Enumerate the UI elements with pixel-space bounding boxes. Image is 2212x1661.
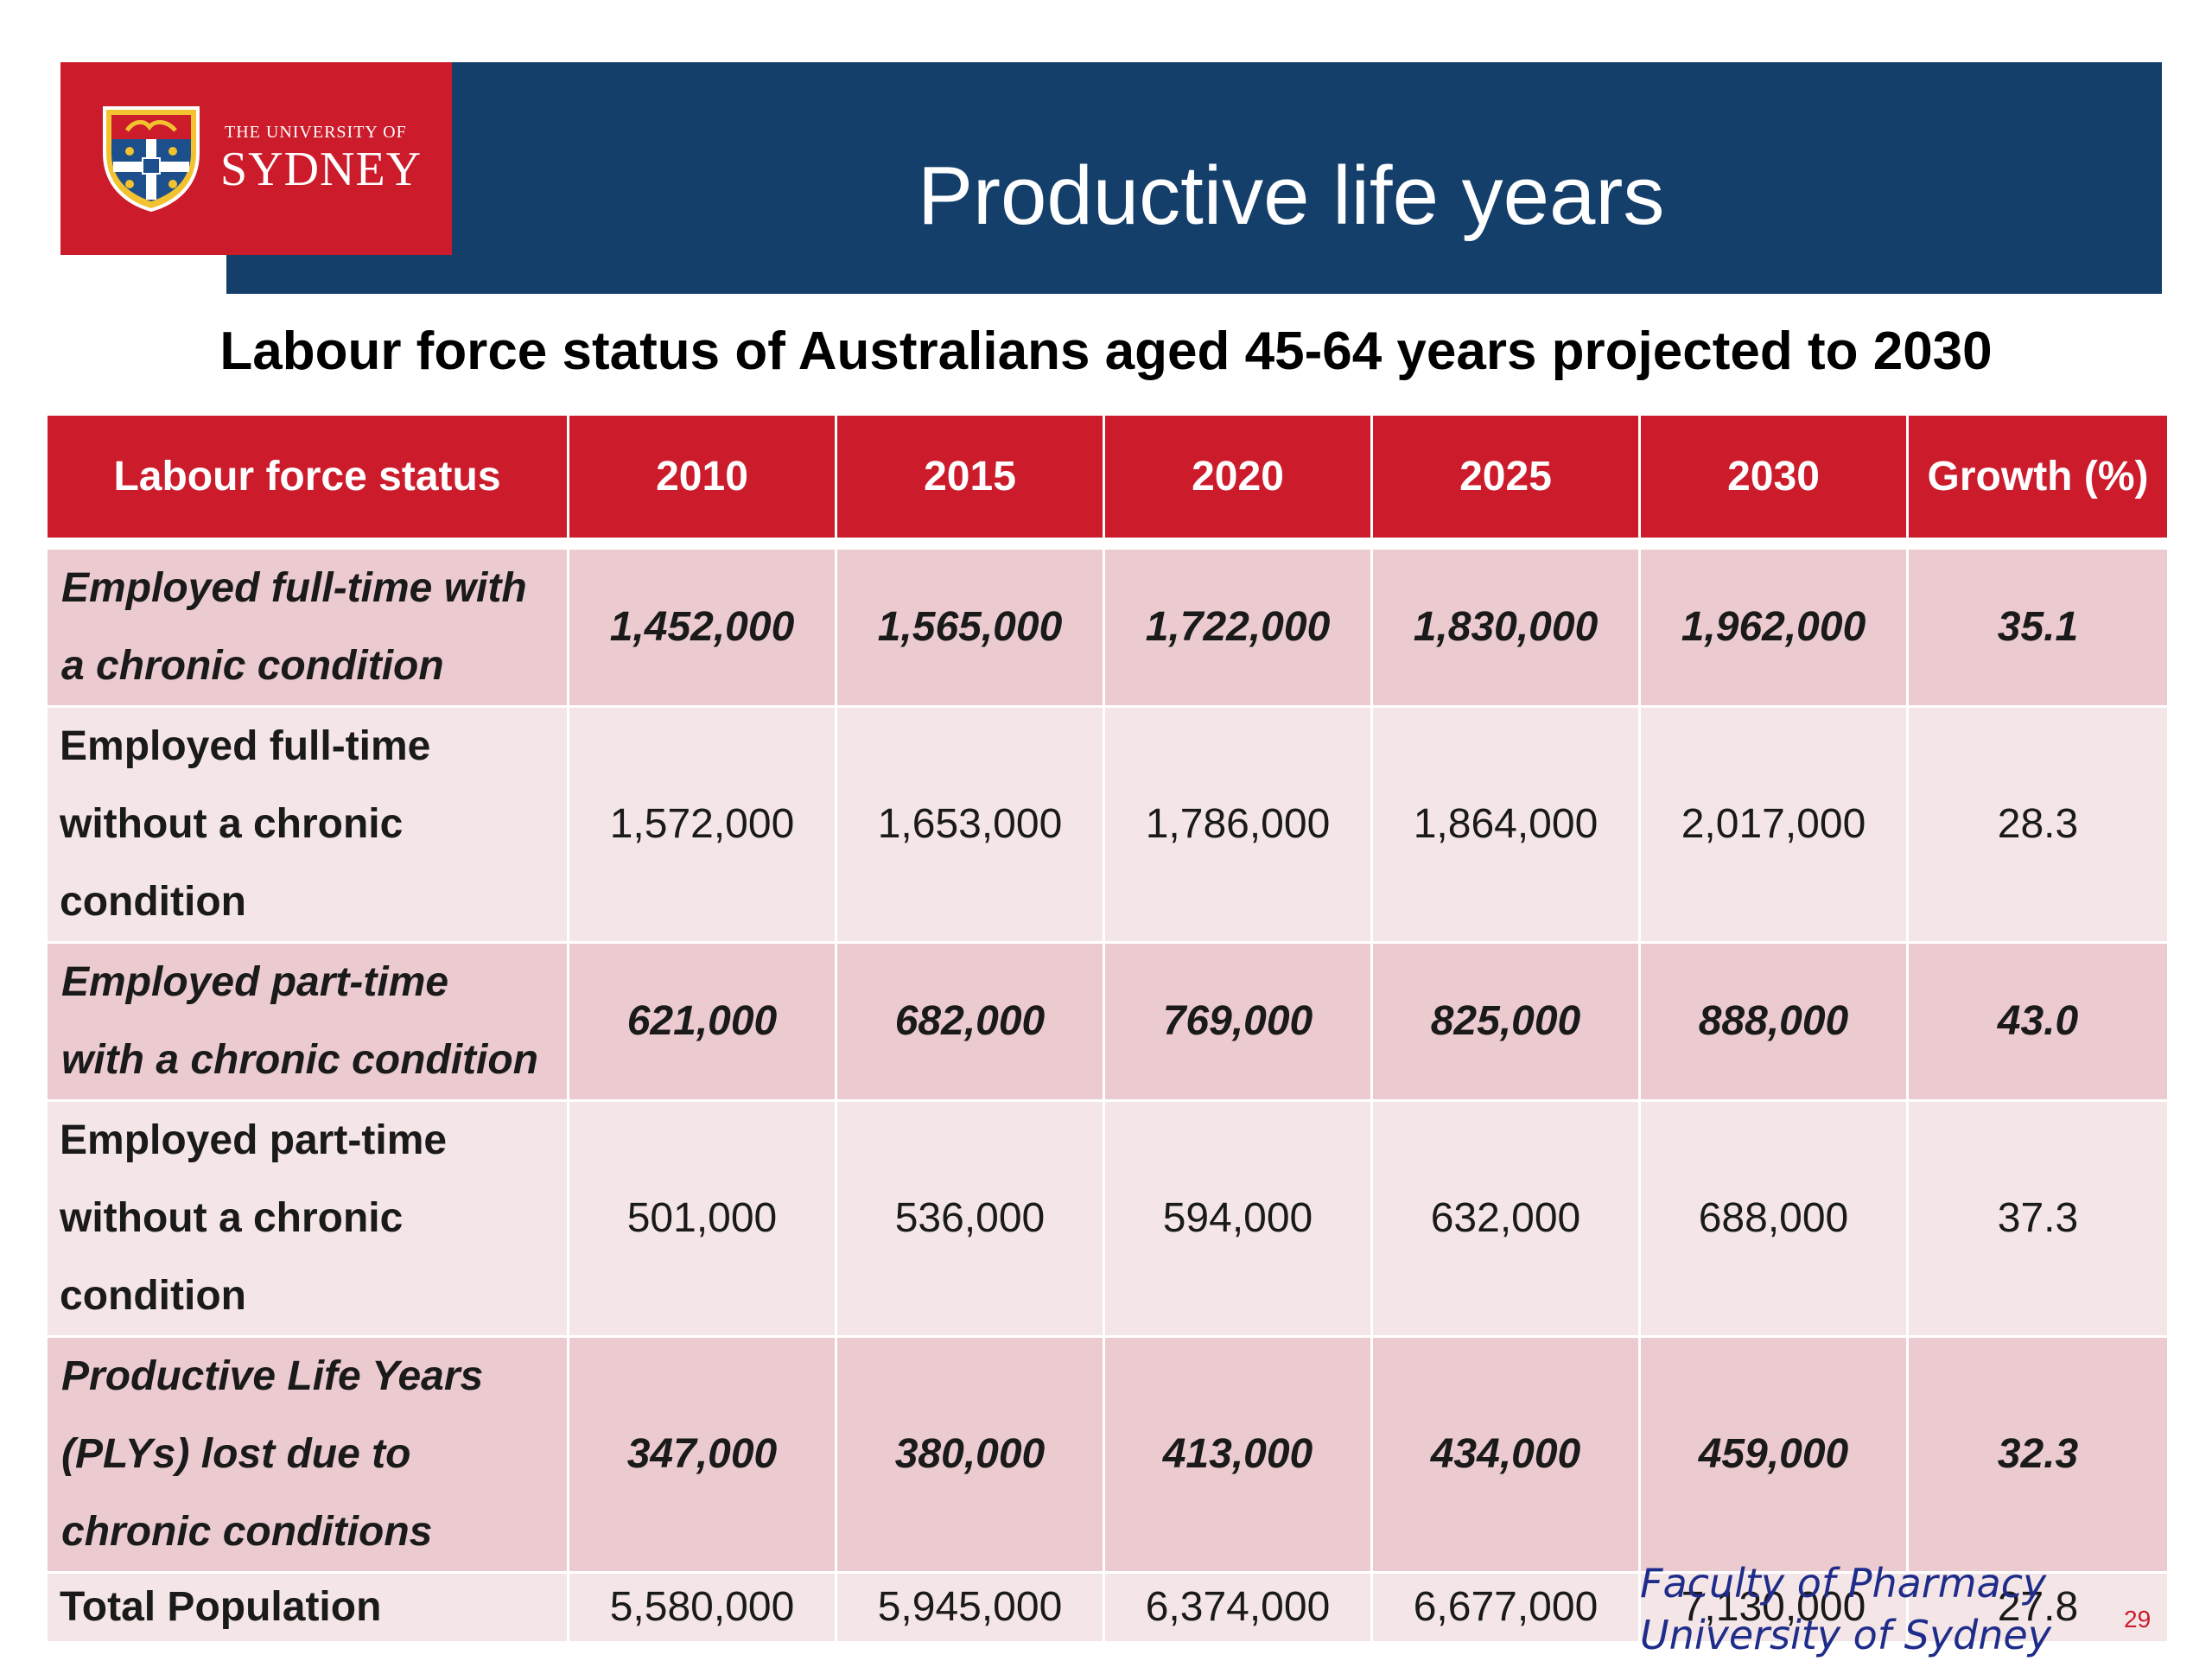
table-cell: 1,452,000 (567, 542, 837, 708)
row-label-line: Employed part-time (61, 959, 449, 1005)
table-row-total: Total Population 5,580,000 5,945,000 6,3… (45, 1571, 2170, 1644)
row-label: Total Population (45, 1571, 569, 1644)
footer-line-faculty: Faculty of Pharmacy (1640, 1560, 2047, 1607)
row-label-line: a chronic condition (61, 643, 444, 689)
table-cell: 1,864,000 (1370, 705, 1641, 944)
table-cell: 2,017,000 (1638, 705, 1909, 944)
table-cell: 380,000 (835, 1335, 1105, 1574)
table-cell: 1,962,000 (1638, 542, 1909, 708)
row-label-line: condition (60, 879, 246, 925)
table-cell: 825,000 (1370, 941, 1641, 1102)
column-header-growth: Growth (%) (1906, 413, 2170, 550)
table-cell: 35.1 (1906, 542, 2170, 708)
row-label-line: Total Population (60, 1584, 382, 1630)
table-cell: 347,000 (567, 1335, 837, 1574)
table-row: Employed full-time with a chronic condit… (45, 542, 2170, 708)
row-label-line: Employed full-time with (61, 565, 527, 611)
table-cell: 1,722,000 (1103, 542, 1373, 708)
logo-text-small: THE UNIVERSITY OF (225, 123, 407, 142)
row-label-line: without a chronic (60, 801, 404, 847)
column-header-2020: 2020 (1103, 413, 1373, 550)
page-number: 29 (2124, 1606, 2152, 1632)
table-cell: 6,677,000 (1370, 1571, 1641, 1644)
table-header-row: Labour force status 2010 2015 2020 2025 … (45, 413, 2170, 550)
row-label: Employed part-time without a chronic con… (45, 1099, 569, 1338)
table-cell: 1,786,000 (1103, 705, 1373, 944)
column-header-2030: 2030 (1638, 413, 1909, 550)
row-label-line: Productive Life Years (61, 1353, 484, 1399)
table-cell: 501,000 (567, 1099, 837, 1338)
row-label-line: without a chronic (60, 1195, 404, 1241)
row-label-line: Employed part-time (60, 1117, 448, 1163)
row-label-line: with a chronic condition (61, 1037, 538, 1083)
table-cell: 5,580,000 (567, 1571, 837, 1644)
table-cell: 632,000 (1370, 1099, 1641, 1338)
column-header-status: Labour force status (45, 413, 569, 550)
table-cell: 6,374,000 (1103, 1571, 1373, 1644)
footer-affiliation: Faculty of Pharmacy University of Sydney (1640, 1557, 2051, 1661)
crest-icon (103, 106, 200, 213)
footer-line-university: University of Sydney (1640, 1612, 2051, 1658)
header-band (226, 62, 2162, 294)
row-label-line: condition (60, 1273, 246, 1319)
table-cell: 434,000 (1370, 1335, 1641, 1574)
table-cell: 594,000 (1103, 1099, 1373, 1338)
table-row: Employed part-time without a chronic con… (45, 1099, 2170, 1338)
table-cell: 1,653,000 (835, 705, 1105, 944)
table-cell: 459,000 (1638, 1335, 1909, 1574)
table-cell: 682,000 (835, 941, 1105, 1102)
column-header-2025: 2025 (1370, 413, 1641, 550)
slide-title: Productive life years (918, 150, 1665, 242)
university-logo: THE UNIVERSITY OF SYDNEY (60, 62, 452, 255)
column-header-2015: 2015 (835, 413, 1105, 550)
table-cell: 28.3 (1906, 705, 2170, 944)
table-cell: 1,572,000 (567, 705, 837, 944)
logo-text-big: SYDNEY (220, 143, 423, 196)
row-label-line: (PLYs) lost due to (61, 1431, 411, 1477)
labour-force-table: Labour force status 2010 2015 2020 2025 … (45, 413, 2170, 1644)
table-row: Employed full-time without a chronic con… (45, 705, 2170, 944)
table-cell: 413,000 (1103, 1335, 1373, 1574)
table-subtitle: Labour force status of Australians aged … (219, 321, 1993, 381)
table-row: Productive Life Years (PLYs) lost due to… (45, 1335, 2170, 1574)
table-cell: 7,130,000 (1638, 1571, 1909, 1644)
table-cell: 769,000 (1103, 941, 1373, 1102)
row-label-line: chronic conditions (61, 1509, 433, 1555)
table-cell: 621,000 (567, 941, 837, 1102)
table-cell: 27.8 (1906, 1571, 2170, 1644)
row-label: Productive Life Years (PLYs) lost due to… (45, 1335, 569, 1574)
row-label-line: Employed full-time (60, 723, 431, 769)
column-header-2010: 2010 (567, 413, 837, 550)
row-label: Employed part-time with a chronic condit… (45, 941, 569, 1102)
table-cell: 5,945,000 (835, 1571, 1105, 1644)
table-row: Employed part-time with a chronic condit… (45, 941, 2170, 1102)
row-label: Employed full-time without a chronic con… (45, 705, 569, 944)
table-cell: 888,000 (1638, 941, 1909, 1102)
table-cell: 688,000 (1638, 1099, 1909, 1338)
table-cell: 32.3 (1906, 1335, 2170, 1574)
table-cell: 1,830,000 (1370, 542, 1641, 708)
table-cell: 1,565,000 (835, 542, 1105, 708)
row-label: Employed full-time with a chronic condit… (45, 542, 569, 708)
table-cell: 536,000 (835, 1099, 1105, 1338)
table-cell: 43.0 (1906, 941, 2170, 1102)
table-cell: 37.3 (1906, 1099, 2170, 1338)
